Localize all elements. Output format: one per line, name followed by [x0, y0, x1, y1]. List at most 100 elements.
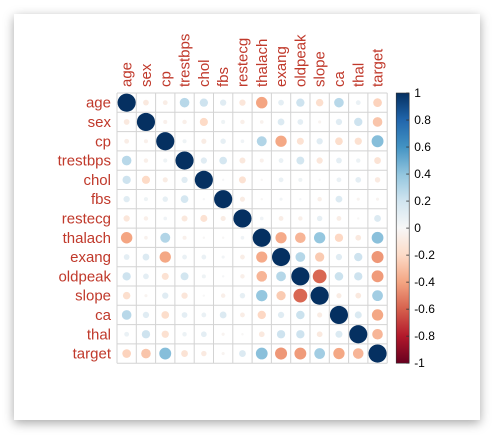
- corr-circle-fbs-sex: [143, 197, 148, 202]
- corr-circle-thalach-thalach: [252, 228, 271, 247]
- corr-circle-age-oldpeak: [296, 98, 305, 107]
- row-label-oldpeak: oldpeak: [58, 268, 111, 285]
- corr-circle-slope-sex: [144, 294, 148, 298]
- corr-circle-ca-target: [371, 309, 384, 321]
- corr-circle-slope-age: [122, 291, 131, 300]
- corr-circle-restecg-oldpeak: [298, 216, 303, 221]
- corr-circle-thal-thal: [349, 325, 368, 344]
- corr-circle-thalach-target: [371, 231, 384, 244]
- corr-circle-chol-sex: [141, 175, 151, 184]
- corr-circle-target-ca: [333, 347, 345, 360]
- corr-circle-oldpeak-chol: [201, 274, 206, 279]
- corr-circle-target-slope: [314, 348, 326, 359]
- corr-circle-exang-trestbps: [182, 254, 187, 260]
- corr-circle-oldpeak-slope: [312, 269, 327, 284]
- colorbar-tick-label: -0.2: [414, 248, 435, 262]
- colorbar-tick-label: 1: [414, 86, 421, 100]
- corr-circle-ca-age: [121, 310, 132, 320]
- corr-circle-oldpeak-thalach: [256, 271, 268, 282]
- colorbar-tick-label: 0.8: [414, 113, 431, 127]
- corr-circle-sex-thal: [354, 117, 363, 127]
- corr-circle-oldpeak-oldpeak: [291, 267, 310, 286]
- corr-circle-thal-sex: [141, 330, 151, 339]
- corr-circle-age-thalach: [256, 96, 268, 109]
- corr-circle-cp-sex: [143, 139, 148, 144]
- corr-circle-slope-fbs: [220, 293, 226, 298]
- grid-layer: [116, 92, 388, 364]
- corr-circle-fbs-oldpeak: [299, 197, 302, 201]
- corr-circle-cp-cp: [156, 132, 175, 151]
- corr-circle-trestbps-fbs: [219, 156, 227, 165]
- col-label-age: age: [119, 62, 136, 87]
- corr-circle-slope-trestbps: [181, 292, 188, 299]
- corr-circle-thal-age: [124, 331, 130, 337]
- colorbar-tick-label: 0: [414, 221, 421, 235]
- row-label-target: target: [73, 346, 112, 363]
- corr-circle-exang-ca: [335, 253, 343, 261]
- corr-circle-oldpeak-thal: [354, 272, 363, 281]
- corr-circle-fbs-age: [123, 196, 130, 203]
- col-label-target: target: [370, 48, 387, 87]
- corr-circle-age-fbs: [220, 99, 227, 106]
- col-label-cp: cp: [157, 71, 174, 87]
- corr-circle-slope-slope: [310, 286, 329, 305]
- corr-circle-oldpeak-ca: [334, 272, 344, 281]
- corr-circle-trestbps-sex: [143, 158, 149, 163]
- col-label-trestbps: trestbps: [177, 34, 194, 87]
- corr-circle-restecg-ca: [336, 216, 342, 221]
- corr-circle-sex-cp: [163, 119, 168, 124]
- corr-circle-slope-thal: [355, 292, 362, 299]
- corr-circle-chol-age: [122, 175, 131, 185]
- corr-circle-thal-thalach: [258, 331, 265, 338]
- corr-circle-chol-fbs: [221, 178, 225, 182]
- row-label-exang: exang: [70, 249, 111, 266]
- corr-circle-fbs-exang: [279, 197, 283, 201]
- corr-circle-target-trestbps: [181, 350, 188, 357]
- colorbar-tick-label: 0.4: [414, 167, 431, 181]
- corr-circle-sex-restecg: [240, 119, 245, 125]
- corr-circle-ca-ca: [329, 305, 349, 325]
- corr-circle-fbs-slope: [317, 196, 322, 202]
- corr-circle-exang-fbs: [221, 255, 225, 259]
- corr-circle-fbs-thal: [356, 197, 360, 201]
- colorbar: 1 0.8 0.6 0.4 0.2 0 -0.2 -0.4 -0.6 -0.8 -1: [395, 86, 435, 370]
- colorbar-tick-label: -0.6: [414, 302, 435, 316]
- corr-circle-oldpeak-cp: [161, 272, 169, 280]
- corr-circle-trestbps-ca: [336, 157, 342, 164]
- corr-circle-cp-chol: [201, 138, 207, 144]
- corr-circle-cp-thalach: [256, 136, 267, 147]
- corr-circle-cp-ca: [335, 137, 343, 146]
- corr-circle-restecg-fbs: [220, 215, 226, 222]
- corr-circle-ca-thal: [354, 311, 362, 319]
- corr-circle-chol-chol: [194, 170, 213, 189]
- corr-circle-cp-age: [124, 138, 130, 144]
- corr-circle-restecg-trestbps: [181, 215, 188, 222]
- corr-circle-thal-restecg: [241, 333, 244, 336]
- corr-circle-exang-slope: [315, 252, 325, 262]
- corr-circle-thalach-sex: [144, 235, 148, 240]
- corr-circle-exang-cp: [159, 251, 171, 263]
- corr-circle-target-target: [368, 344, 387, 363]
- corr-circle-sex-fbs: [221, 119, 226, 124]
- corr-circle-ca-sex: [142, 311, 150, 319]
- corr-circle-sex-chol: [199, 117, 208, 127]
- row-label-chol: chol: [83, 172, 111, 189]
- corr-circle-thalach-fbs: [221, 236, 225, 239]
- corr-circle-trestbps-target: [374, 157, 381, 164]
- corr-circle-cp-slope: [316, 138, 323, 145]
- corr-circle-age-target: [373, 98, 382, 108]
- corr-circle-trestbps-exang: [278, 158, 284, 163]
- corr-circle-sex-ca: [335, 118, 343, 126]
- circle-layer: [117, 93, 387, 363]
- row-label-sex: sex: [88, 114, 112, 131]
- corr-circle-ca-thalach: [257, 310, 266, 320]
- corr-circle-sex-oldpeak: [297, 119, 304, 125]
- corr-circle-fbs-restecg: [239, 196, 246, 202]
- corr-circle-ca-chol: [201, 312, 207, 318]
- corr-circle-target-sex: [141, 348, 151, 359]
- colorbar-tick-label: 0.2: [414, 194, 431, 208]
- corr-circle-thal-fbs: [221, 332, 225, 336]
- corr-circle-sex-age: [123, 119, 130, 125]
- corr-circle-chol-thal: [355, 176, 362, 183]
- corr-circle-age-restecg: [239, 99, 246, 106]
